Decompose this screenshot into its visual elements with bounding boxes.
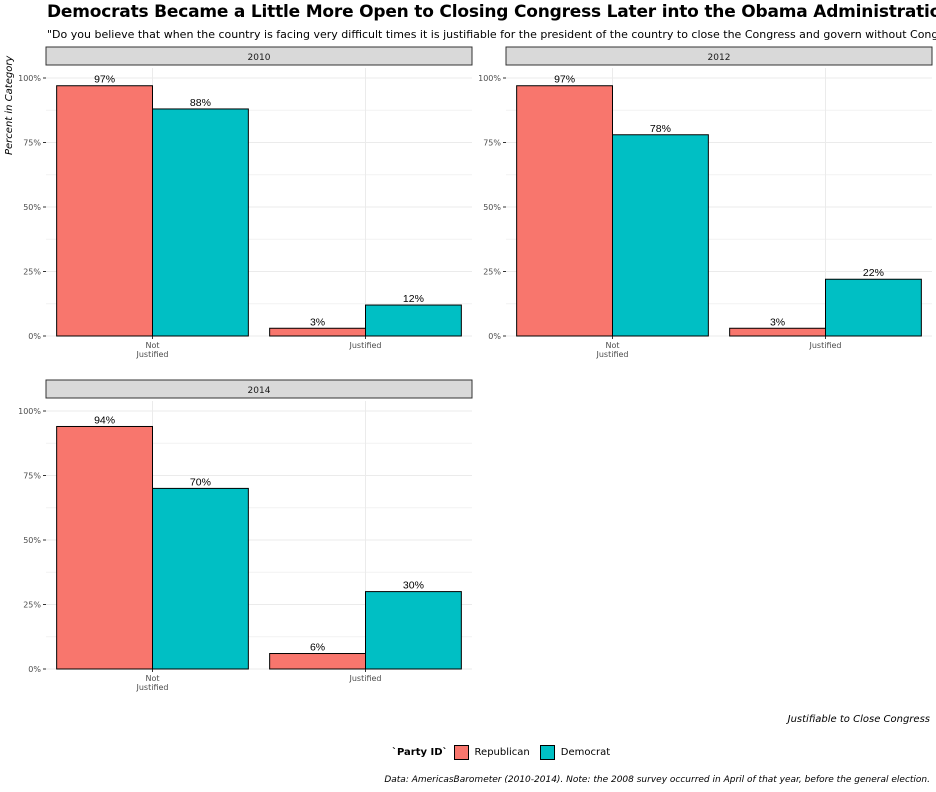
panel-2012-data-label: 78%: [650, 123, 671, 135]
legend: `Party ID` Republican Democrat: [392, 742, 620, 762]
panel-2012-bar-democrat-not-justified: [612, 134, 709, 337]
chart-caption: Data: AmericasBarometer (2010-2014). Not…: [384, 775, 930, 785]
panel-2010-bar-republican-justified: [269, 327, 366, 337]
legend-label-republican: Republican: [474, 746, 530, 758]
panel-2010-y-tick-label: 0%: [28, 332, 41, 341]
panel-2010-bar-democrat-not-justified: [152, 108, 249, 337]
panel-2012-y-tick-label: 25%: [483, 268, 501, 277]
legend-title: `Party ID`: [392, 746, 448, 758]
panel-2014-data-label: 70%: [190, 476, 211, 488]
panel-2012-x-tick-label: Justified: [809, 341, 842, 350]
panel-2014-y-tick-label: 75%: [23, 472, 41, 481]
panel-2012-strip: [505, 46, 933, 66]
panel-2010-y-tick-label: 100%: [18, 74, 41, 83]
panel-2010-y-tick-label: 75%: [23, 139, 41, 148]
panel-2012-data-label: 22%: [863, 267, 884, 279]
panel-2012-strip-label: 2012: [708, 53, 731, 63]
panel-2012-bar-republican-not-justified: [516, 85, 614, 337]
panel-2010-bar-republican-not-justified: [56, 85, 153, 337]
panel-2012-data-label: 3%: [770, 316, 785, 328]
panel-2014-data-label: 6%: [310, 642, 325, 654]
legend-label-democrat: Democrat: [560, 746, 611, 758]
panel-2014-y-tick-label: 0%: [28, 665, 41, 674]
panel-2012-y-tick-label: 75%: [483, 139, 501, 148]
panel-2012-y-tick-label: 0%: [488, 332, 501, 341]
panel-2014-bar-republican-justified: [269, 653, 366, 670]
panel-2014-data-label: 30%: [403, 580, 424, 592]
panel-2010-y-tick-label: 25%: [23, 268, 41, 277]
panel-2014-strip: [45, 379, 473, 399]
panel-2014-bar-republican-not-justified: [56, 425, 153, 670]
legend-key-republican: [453, 744, 469, 760]
panel-2010-data-label: 3%: [310, 316, 325, 328]
panel-2012-data-label: 97%: [554, 74, 575, 86]
panel-2014-x-tick-label: Not Justified: [136, 674, 169, 692]
legend-key-democrat: [539, 744, 555, 760]
faceted-bar-chart: 2010 0% 25% 50% 75% 100% Not Justified 97% 88% Jus…: [18, 46, 933, 692]
panel-2014-y-tick-label: 100%: [18, 407, 41, 416]
panel-2012-bar-republican-justified: [729, 327, 827, 337]
panel-2014-data-label: 94%: [94, 414, 115, 426]
panel-2012-y-tick-label: 100%: [478, 74, 501, 83]
panel-2014-x-tick-label: Justified: [349, 674, 382, 683]
panel-2010-data-label: 12%: [403, 293, 424, 305]
panel-2010-strip-label: 2010: [248, 53, 271, 63]
x-axis-label: Justifiable to Close Congress: [787, 714, 930, 725]
panel-2010-data-label: 97%: [94, 74, 115, 86]
panel-2012-bar-democrat-justified: [825, 278, 922, 337]
panel-2010-y-tick-label: 50%: [23, 203, 41, 212]
chart-subtitle: "Do you believe that when the country is…: [47, 28, 936, 41]
panel-2012-x-tick-label: Not Justified: [596, 341, 629, 359]
panel-2014-y-tick-label: 50%: [23, 536, 41, 545]
panel-2010-strip: [45, 46, 473, 66]
panel-2012-y-tick-label: 50%: [483, 203, 501, 212]
panel-2010-data-label: 88%: [190, 97, 211, 109]
panel-2014-bar-democrat-not-justified: [152, 487, 249, 670]
panel-2014-bar-democrat-justified: [365, 591, 462, 670]
panel-2010-x-tick-label: Not Justified: [136, 341, 169, 359]
panel-2014-strip-label: 2014: [248, 386, 271, 396]
panel-2010-bar-democrat-justified: [365, 304, 462, 337]
chart-title: Democrats Became a Little More Open to C…: [47, 2, 936, 22]
panel-2014-y-tick-label: 25%: [23, 601, 41, 610]
panel-2010-x-tick-label: Justified: [349, 341, 382, 350]
